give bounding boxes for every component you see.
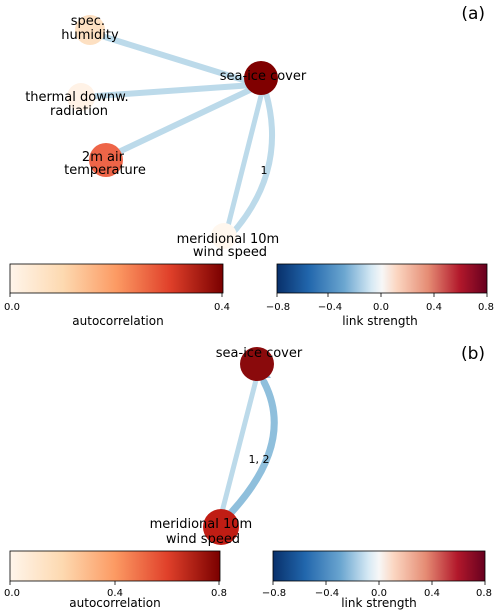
tick-auto-a-0: 0.0 [4,302,20,313]
node-radiation-a [67,83,95,111]
edge-wind-to-seaice-b-straight [219,377,259,515]
edge-temperature-to-seaice [105,85,257,160]
tick-link-a-3: 0.4 [426,302,442,313]
node-seaice-b [240,347,274,381]
colorbar-autocorrelation-b: 0.0 0.4 0.8 autocorrelation [4,550,227,610]
tick-auto-a-1: 0.4 [214,302,230,313]
tick-link-b-1: −0.4 [315,588,339,599]
lag-label-a: 1 [261,164,268,177]
node-wind-a [211,223,237,249]
cbar-title-auto-b: autocorrelation [69,596,160,610]
node-seaice-a [244,61,278,95]
panel-b: (b) sea-ice cover meridional 10m wind sp… [4,344,492,610]
tick-link-b-2: 0.0 [371,588,387,599]
panel-a: (a) spec. humidity thermal downw. radiat… [4,4,494,328]
tick-auto-b-1: 0.4 [107,588,123,599]
label-humidity-a: spec. humidity [61,14,119,43]
edge-wind-to-seaice-b-curved [224,378,278,520]
label-radiation-a: thermal downw. radiation [25,90,133,119]
label-seaice-a: sea-ice cover [220,69,307,84]
edge-humidity-to-seaice [89,30,256,86]
tick-link-b-0: −0.8 [262,588,286,599]
label-wind-b: meridional 10m wind speed [150,517,257,547]
cbar-title-link-b: link strength [341,596,417,610]
node-humidity-a [75,15,105,45]
tick-auto-b-0: 0.0 [4,588,20,599]
label-seaice-b: sea-ice cover [216,346,303,361]
tick-link-a-2: 0.0 [373,302,389,313]
panel-b-label: (b) [461,344,485,364]
panel-a-edges [79,30,275,239]
edge-wind-to-seaice-straight [223,89,265,237]
panel-a-label: (a) [461,4,485,24]
tick-link-b-4: 0.8 [476,588,492,599]
tick-link-a-1: −0.4 [318,302,342,313]
colorbar-autocorrelation-a: 0.0 0.4 autocorrelation [4,263,230,328]
lag-label-b: 1, 2 [249,453,270,466]
tick-link-a-4: 0.8 [478,302,494,313]
cbar-title-auto-a: autocorrelation [72,314,163,328]
colorbar-link-b: −0.8 −0.4 0.0 0.4 0.8 link strength [262,550,492,610]
tick-auto-b-2: 0.8 [211,588,227,599]
edge-radiation-to-seaice [79,82,256,100]
panel-b-edges [219,366,278,520]
node-wind-b [203,509,239,545]
tick-link-a-0: −0.8 [266,302,290,313]
label-temperature-a: 2m air temperature [64,150,146,178]
tick-link-b-3: 0.4 [424,588,440,599]
label-wind-a: meridional 10m wind speed [177,232,284,260]
cbar-title-link-a: link strength [342,314,418,328]
edge-wind-to-seaice-curved [227,90,275,239]
node-temperature-a [89,143,123,177]
colorbar-link-a: −0.8 −0.4 0.0 0.4 0.8 link strength [266,263,494,328]
